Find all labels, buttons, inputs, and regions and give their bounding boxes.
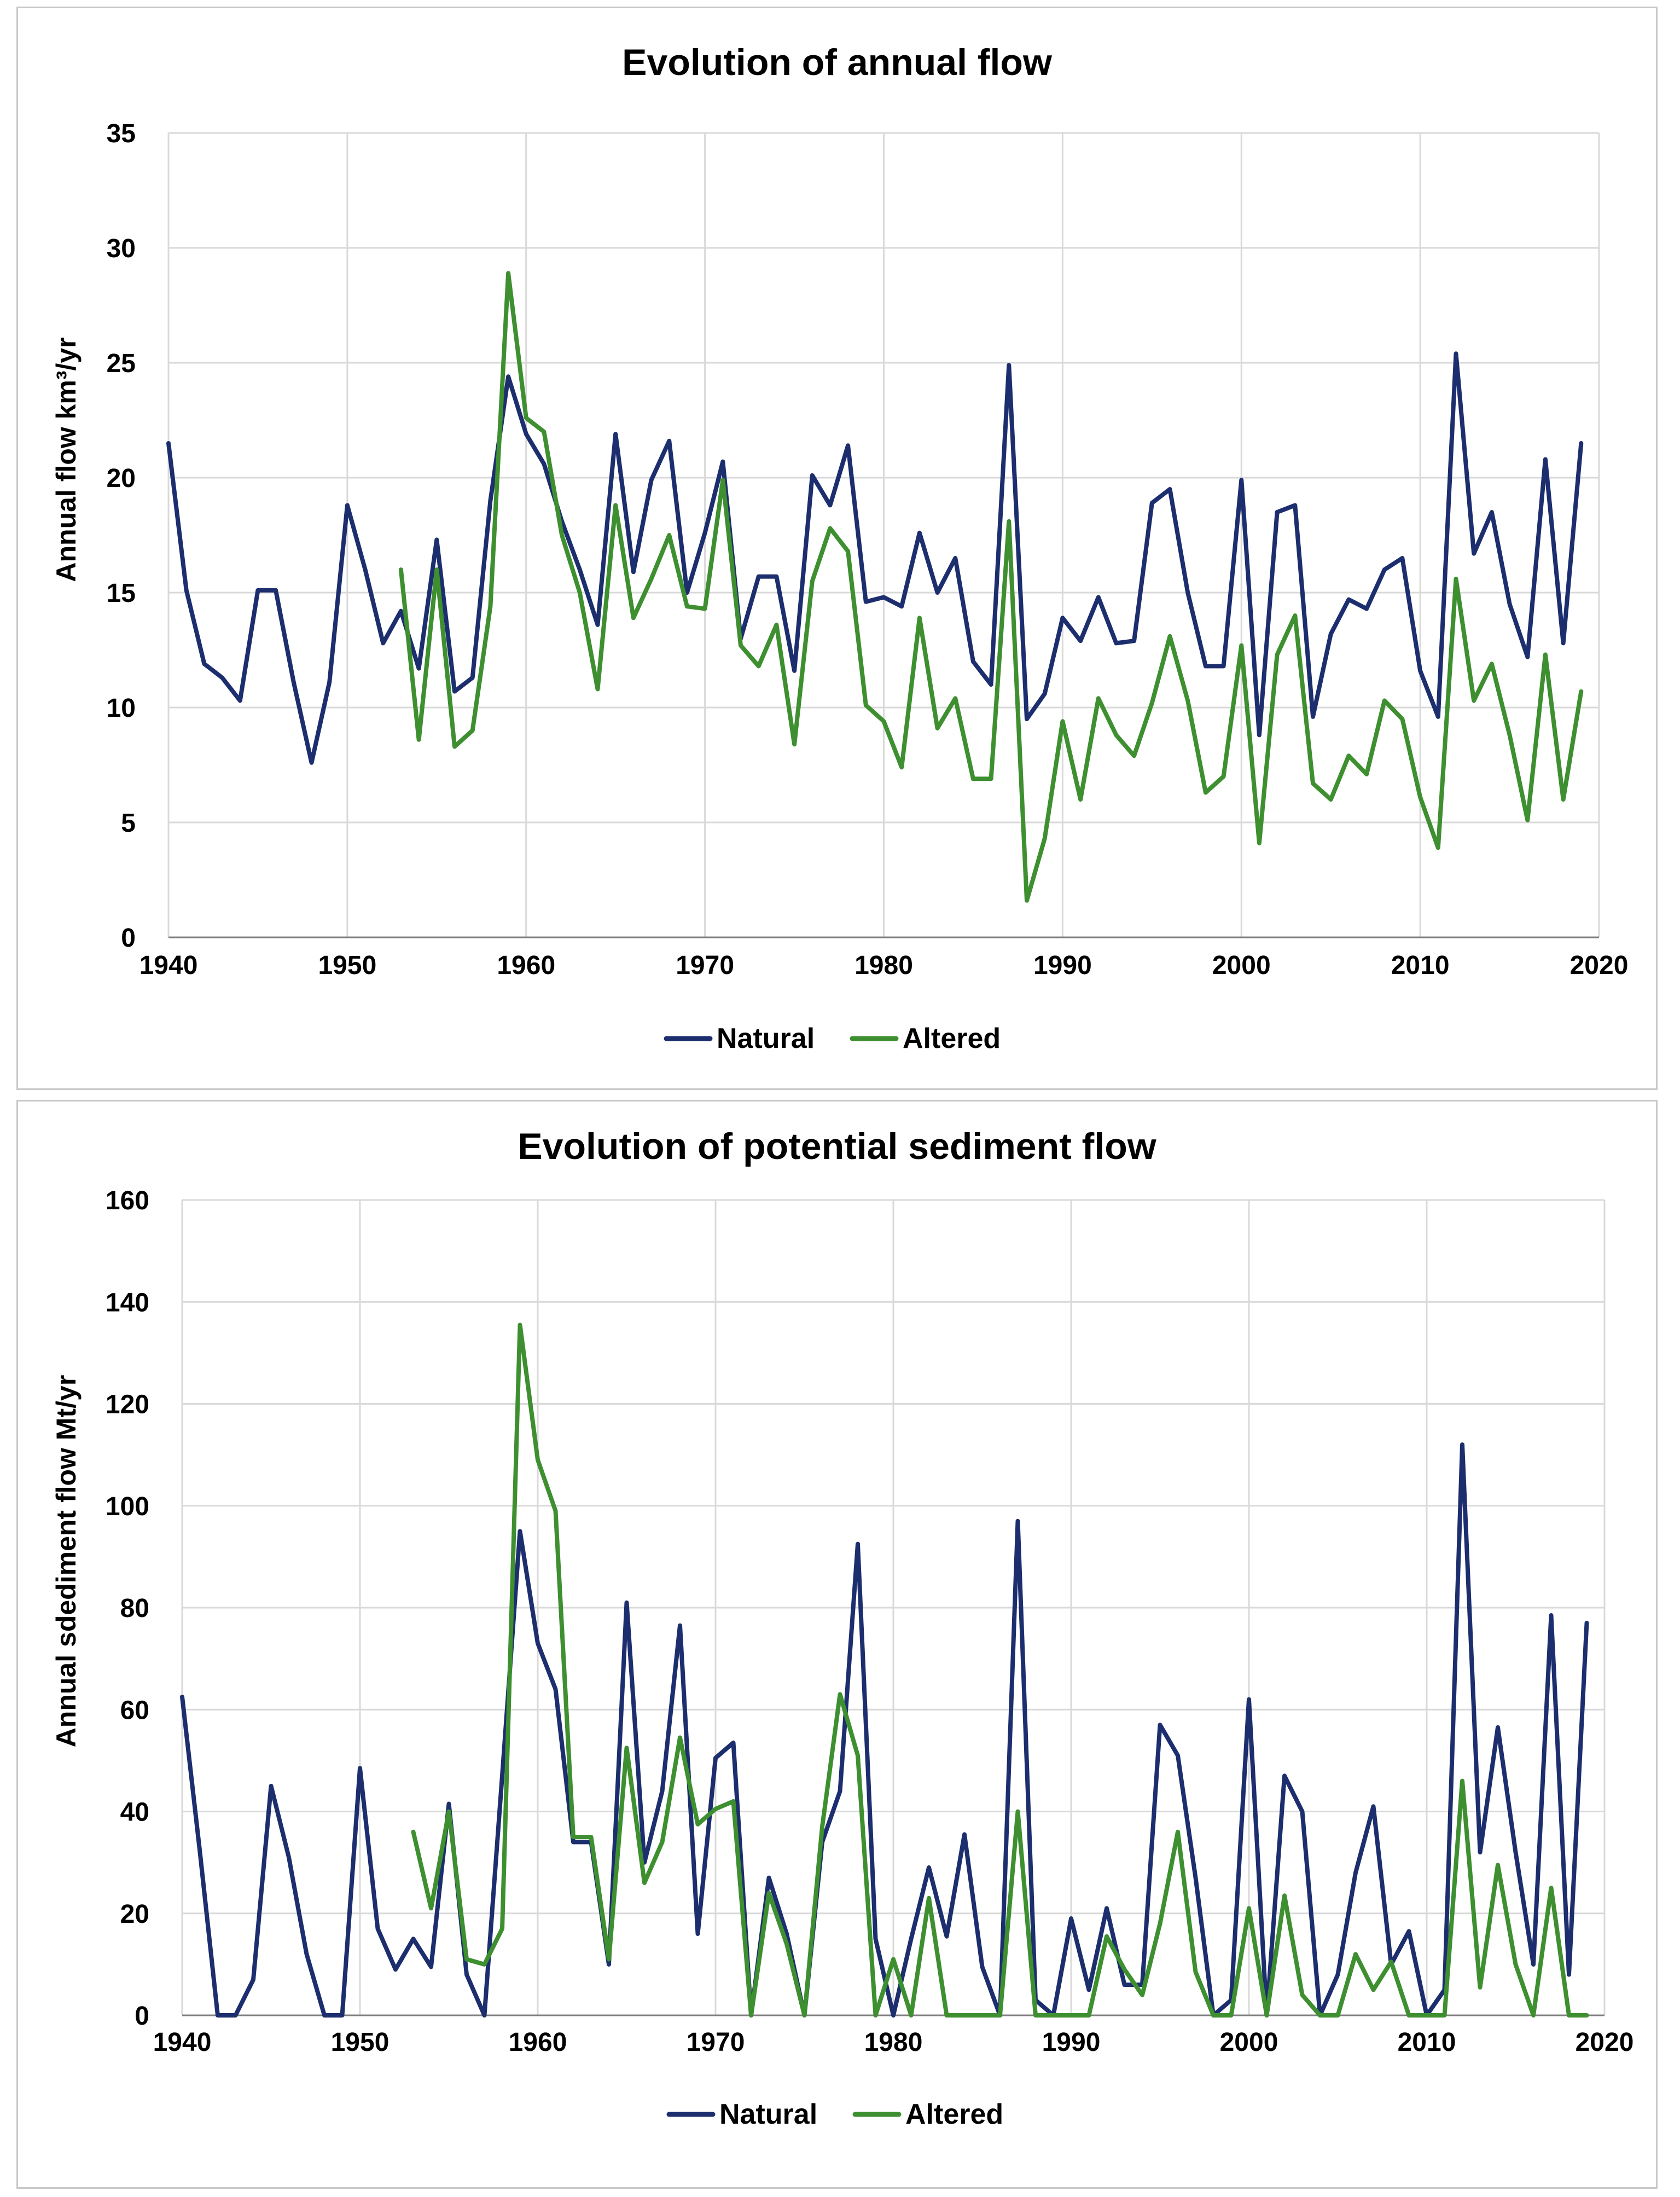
sediment-flow-chart: Evolution of potential sediment flow Ann… (51, 1126, 1634, 2130)
x-tick-label: 2020 (1576, 2028, 1634, 2057)
annual-flow-chart-panel: Evolution of annual flow Annual flow km³… (16, 7, 1658, 1090)
x-tick-label: 2000 (1220, 2028, 1278, 2057)
y-axis-label: Annual flow km³/yr (51, 337, 82, 582)
x-tick-label: 1970 (676, 951, 734, 980)
gridlines (181, 1199, 1606, 2016)
y-tick-label: 100 (106, 1492, 149, 1521)
legend-label-altered: Altered (905, 2099, 1003, 2130)
x-tick-label: 1990 (1042, 2028, 1101, 2057)
x-tick-label: 2000 (1212, 951, 1271, 980)
chart-title: Evolution of annual flow (622, 42, 1053, 83)
altered-series-line (411, 1323, 1589, 2018)
y-tick-label: 60 (120, 1696, 149, 1725)
y-tick-label: 35 (107, 119, 136, 148)
y-tick-label: 5 (121, 809, 136, 838)
legend-label-altered: Altered (903, 1023, 1001, 1054)
x-tick-label: 1950 (318, 951, 376, 980)
axis-ticks: 1940 1950 1960 1970 1980 1990 2000 2010 2020 0 20 4… (106, 1186, 1634, 2057)
axis-ticks: 1940 1950 1960 1970 1980 1990 2000 2010 2020 0 5 10… (107, 119, 1629, 980)
x-tick-label: 1940 (139, 951, 198, 980)
gridlines (167, 132, 1600, 938)
y-tick-label: 140 (106, 1288, 149, 1317)
y-tick-label: 80 (120, 1594, 149, 1623)
data-series (166, 271, 1584, 903)
chart-title: Evolution of potential sediment flow (518, 1126, 1156, 1167)
altered-series-line (398, 271, 1584, 903)
y-tick-label: 160 (106, 1186, 149, 1215)
x-tick-label: 1950 (331, 2028, 390, 2057)
y-tick-label: 0 (121, 924, 136, 953)
x-tick-label: 1980 (854, 951, 913, 980)
natural-series-line (180, 1442, 1589, 2018)
y-tick-label: 40 (120, 1798, 149, 1827)
y-tick-label: 20 (107, 464, 136, 493)
y-tick-label: 25 (107, 349, 136, 378)
y-tick-label: 30 (107, 234, 136, 263)
legend: Natural Altered (666, 2099, 1003, 2130)
x-tick-label: 1960 (509, 2028, 567, 2057)
sediment-flow-chart-panel: Evolution of potential sediment flow Ann… (16, 1100, 1658, 2189)
y-tick-label: 120 (106, 1390, 149, 1419)
y-tick-label: 15 (107, 579, 136, 608)
legend-label-natural: Natural (719, 2099, 817, 2130)
x-tick-label: 1960 (497, 951, 555, 980)
x-tick-label: 1990 (1033, 951, 1092, 980)
y-tick-label: 0 (135, 2002, 149, 2031)
data-series (180, 1323, 1589, 2018)
x-tick-label: 1970 (687, 2028, 745, 2057)
legend-label-natural: Natural (717, 1023, 815, 1054)
annual-flow-chart: Evolution of annual flow Annual flow km³… (51, 42, 1629, 1054)
natural-series-line (166, 351, 1584, 765)
y-axis-label: Annual sdediment flow Mt/yr (51, 1375, 82, 1748)
x-tick-label: 1940 (153, 2028, 212, 2057)
y-tick-label: 20 (120, 1900, 149, 1929)
x-tick-label: 1980 (864, 2028, 923, 2057)
x-tick-label: 2020 (1570, 951, 1629, 980)
x-tick-label: 2010 (1398, 2028, 1456, 2057)
legend: Natural Altered (664, 1023, 1001, 1054)
y-tick-label: 10 (107, 694, 136, 723)
x-tick-label: 2010 (1391, 951, 1450, 980)
